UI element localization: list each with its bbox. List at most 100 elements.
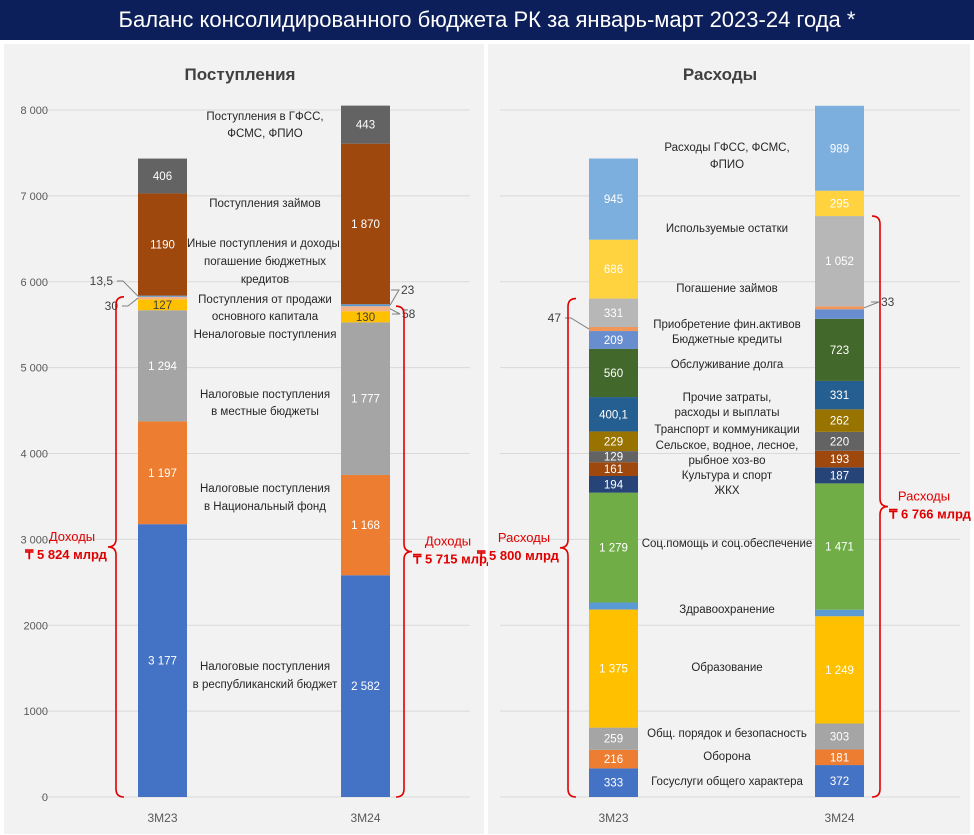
- y-tick-label: 2000: [24, 620, 48, 632]
- data-label: 129: [604, 452, 623, 464]
- data-label: 331: [604, 308, 623, 320]
- series-label: ФСМС, ФПИО: [227, 128, 302, 140]
- callout-line: [389, 289, 400, 306]
- series-label: ЖКХ: [715, 485, 740, 497]
- y-tick-label: 6 000: [20, 277, 48, 289]
- bar-segment: [138, 158, 187, 194]
- bar-segment: [341, 322, 390, 475]
- data-label: 229: [604, 436, 623, 448]
- y-tick-label: 1000: [24, 706, 48, 718]
- callout-line: [389, 308, 401, 315]
- data-label: 406: [153, 171, 172, 183]
- series-label: основного капитала: [212, 311, 319, 323]
- data-label: 2 582: [351, 681, 380, 693]
- data-label: 333: [604, 778, 623, 790]
- series-label: Приобретение фин.активов: [653, 319, 801, 331]
- data-label: 1 777: [351, 394, 380, 406]
- data-label: 1 471: [825, 542, 854, 554]
- bar-segment: [138, 193, 187, 296]
- bar-segment: [815, 190, 864, 217]
- bar-segment: [341, 304, 390, 307]
- bar-segment: [138, 295, 187, 297]
- data-label: 161: [604, 464, 623, 476]
- bar-segment: [815, 616, 864, 724]
- series-label: Образование: [691, 662, 762, 674]
- x-tick-label: 3М24: [350, 811, 380, 825]
- data-label: 130: [356, 312, 375, 324]
- bar-segment: [341, 105, 390, 144]
- series-label: ФПИО: [710, 159, 744, 171]
- data-label: 1190: [150, 240, 175, 252]
- series-label: Неналоговые поступления: [194, 329, 337, 341]
- bar-segment: [815, 723, 864, 750]
- bar-segment: [589, 475, 638, 493]
- y-tick-label: 8 000: [20, 105, 48, 117]
- bar-segment: [138, 524, 187, 797]
- data-label: 181: [830, 752, 849, 764]
- series-label: Иные поступления и доходы,: [187, 238, 343, 250]
- bar-segment: [589, 462, 638, 476]
- y-tick-label: 5 000: [20, 363, 48, 375]
- series-label: кредитов: [241, 274, 289, 286]
- bar-segment: [815, 306, 864, 310]
- data-label: 187: [830, 470, 849, 482]
- bar-segment: [589, 492, 638, 603]
- total-label: Расходы: [498, 530, 550, 545]
- total-bracket: [871, 215, 889, 798]
- data-label: 1 249: [825, 665, 854, 677]
- bar-segment: [589, 768, 638, 797]
- bar-segment: [138, 310, 187, 422]
- series-label: Культура и спорт: [682, 470, 773, 482]
- series-label: Налоговые поступления: [200, 661, 330, 673]
- bar-segment: [138, 299, 187, 311]
- series-label: погашение бюджетных: [204, 256, 326, 268]
- series-label: Госуслуги общего характера: [651, 776, 803, 788]
- series-label: Погашение займов: [676, 283, 778, 295]
- bar-segment: [815, 483, 864, 610]
- series-label: в Национальный фонд: [204, 501, 326, 513]
- data-label: 723: [830, 345, 849, 357]
- series-label: Сельское, водное, лесное,: [656, 440, 799, 452]
- series-label: Поступления займов: [209, 198, 321, 210]
- bar-segment: [815, 749, 864, 766]
- bar-segment: [815, 318, 864, 381]
- series-label: Общ. порядок и безопасность: [647, 728, 807, 740]
- data-label: 1 375: [599, 664, 628, 676]
- data-label: 193: [830, 454, 849, 466]
- data-label: 945: [604, 194, 623, 206]
- series-label: Бюджетные кредиты: [672, 334, 782, 346]
- data-label: 194: [604, 479, 624, 491]
- data-label: 560: [604, 368, 623, 380]
- bar-segment: [815, 431, 864, 451]
- callout-line: [863, 301, 880, 309]
- bar-segment: [589, 331, 638, 349]
- total-bracket: [395, 305, 413, 798]
- data-label: 443: [356, 120, 375, 132]
- series-label: Поступления в ГФСС,: [206, 111, 323, 123]
- series-label: в местные бюджеты: [211, 406, 319, 418]
- bar-segment: [341, 575, 390, 797]
- x-tick-label: 3М24: [824, 811, 854, 825]
- series-label: Здравоохранение: [679, 604, 775, 616]
- bar-segment: [589, 431, 638, 452]
- bar-segment: [341, 143, 390, 305]
- data-label: 47: [548, 311, 562, 325]
- data-label: 1 870: [351, 219, 380, 231]
- data-label: 1 197: [148, 468, 177, 480]
- data-label: 1 294: [148, 361, 177, 373]
- data-label: 33: [881, 295, 895, 309]
- bar-segment: [815, 309, 864, 319]
- bar-segment: [589, 326, 638, 332]
- callout-line: [117, 280, 139, 297]
- callout-line: [122, 297, 139, 307]
- series-label: Прочие затраты,: [683, 392, 772, 404]
- bar-segment: [815, 409, 864, 432]
- y-tick-label: 0: [42, 792, 48, 804]
- data-label: 1 168: [351, 520, 380, 532]
- bar-segment: [589, 298, 638, 327]
- data-label: 220: [830, 436, 849, 448]
- bar-segment: [341, 306, 390, 312]
- total-value: ₸ 6 766 млрд: [888, 507, 972, 522]
- bar-segment: [589, 397, 638, 432]
